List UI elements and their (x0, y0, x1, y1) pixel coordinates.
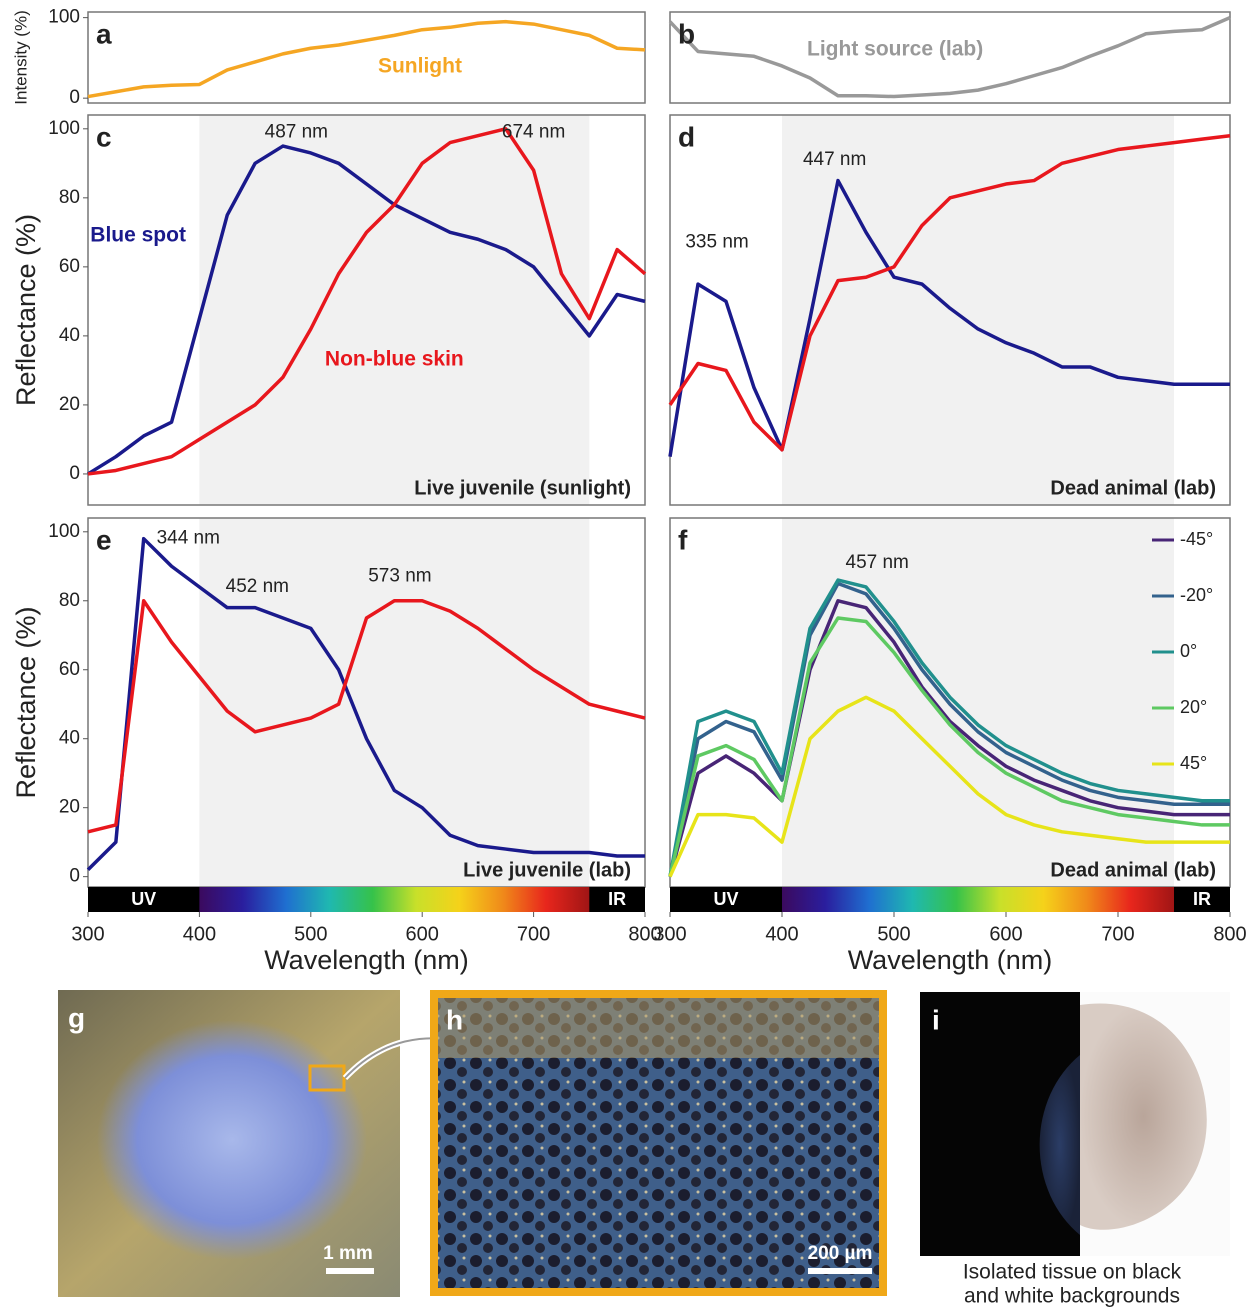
x-tick-label: 500 (877, 923, 910, 945)
y-tick-label: 60 (59, 256, 80, 277)
legend-label: -20° (1180, 585, 1213, 605)
panel-caption: Dead animal (lab) (1050, 859, 1216, 881)
annotation: 447 nm (803, 149, 866, 170)
series-label: Blue spot (90, 223, 186, 246)
panel-label: e (96, 524, 112, 555)
ir-label: IR (1193, 889, 1211, 909)
series-line (87, 599, 646, 834)
panel-label: a (96, 18, 112, 49)
series-line (87, 144, 646, 476)
panel-label: g (68, 1002, 85, 1033)
spectrum-visible (199, 887, 590, 912)
photo-g: g 1 mm (58, 990, 400, 1297)
legend-label: -45° (1180, 529, 1213, 549)
x-tick-label: 300 (71, 923, 104, 945)
caption: Isolated tissue on black (963, 1261, 1182, 1284)
series-line (668, 178, 1230, 457)
panel-caption: Live juvenile (sunlight) (414, 477, 631, 499)
y-tick-label: 40 (59, 325, 80, 346)
x-tick-label: 600 (989, 923, 1022, 945)
photo-h: h 200 µm (430, 990, 887, 1296)
x-tick-label: 800 (1213, 923, 1246, 945)
panel-caption: Dead animal (lab) (1050, 477, 1216, 499)
annotation: 674 nm (502, 121, 565, 142)
panel-label: c (96, 121, 112, 152)
visible-shade (782, 115, 1174, 505)
scale-label: 200 µm (808, 1243, 873, 1264)
series-line (87, 127, 647, 476)
panel-caption: Live juvenile (lab) (463, 859, 631, 881)
y-tick-label: 20 (59, 797, 80, 818)
x-tick-label: 300 (653, 923, 686, 945)
photo-i: i Isolated tissue on black and white bac… (920, 992, 1230, 1308)
y-tick-label: 0 (69, 87, 80, 108)
visible-shade (199, 115, 590, 505)
uv-label: UV (131, 889, 156, 909)
plot-frame (87, 114, 646, 506)
x-axis-label: Wavelength (nm) (264, 945, 469, 975)
panel-label: i (932, 1004, 940, 1035)
annotation: 573 nm (368, 566, 431, 587)
y-tick-label: 0 (69, 463, 80, 484)
series-line (87, 19, 646, 99)
annotation: 457 nm (846, 552, 909, 573)
series-line (668, 133, 1231, 452)
y-tick-label: 80 (59, 590, 80, 611)
y-tick-label: 100 (48, 7, 80, 28)
panel-label: b (678, 18, 695, 49)
ir-label: IR (608, 889, 626, 909)
y-tick-label: 0 (69, 866, 80, 887)
plot-frame (669, 114, 1231, 506)
caption: and white backgrounds (964, 1285, 1180, 1308)
y-axis-label: Reflectance (%) (11, 214, 41, 406)
y-axis-label: Intensity (%) (11, 10, 30, 104)
y-tick-label: 40 (59, 728, 80, 749)
series-line (668, 616, 1230, 878)
series-line (86, 536, 645, 872)
visible-shade (782, 518, 1174, 887)
series-label: Light source (lab) (807, 37, 983, 60)
y-tick-label: 20 (59, 394, 80, 415)
y-tick-label: 60 (59, 659, 80, 680)
legend-label: 45° (1180, 753, 1207, 773)
annotation: 335 nm (685, 232, 748, 253)
x-tick-label: 700 (517, 923, 550, 945)
panel-label: d (678, 121, 695, 152)
legend-label: 20° (1180, 697, 1207, 717)
series-line (668, 578, 1230, 877)
series-line (668, 599, 1230, 878)
annotation: 487 nm (265, 121, 328, 142)
y-tick-label: 80 (59, 187, 80, 208)
y-tick-label: 100 (48, 118, 80, 139)
series-line (668, 695, 1230, 878)
scale-label: 1 mm (323, 1243, 373, 1264)
uv-label: UV (713, 889, 738, 909)
x-tick-label: 400 (765, 923, 798, 945)
x-tick-label: 600 (406, 923, 439, 945)
annotation: 452 nm (226, 576, 289, 597)
x-axis-label: Wavelength (nm) (848, 945, 1053, 975)
visible-shade (199, 518, 590, 887)
y-axis-label: Reflectance (%) (11, 606, 41, 798)
panel-label: h (446, 1004, 463, 1035)
x-tick-label: 700 (1101, 923, 1134, 945)
series-label: Non-blue skin (325, 348, 464, 371)
series-line (668, 16, 1231, 99)
plot-frame (669, 11, 1231, 104)
x-tick-label: 400 (183, 923, 216, 945)
y-tick-label: 100 (48, 521, 80, 542)
annotation: 344 nm (157, 528, 220, 549)
x-tick-label: 800 (628, 923, 661, 945)
series-line (668, 581, 1230, 878)
series-label: Sunlight (378, 54, 462, 77)
panel-label: f (678, 524, 688, 555)
legend-label: 0° (1180, 641, 1197, 661)
x-tick-label: 500 (294, 923, 327, 945)
spectrum-visible (782, 887, 1174, 912)
plot-frame (87, 11, 646, 104)
